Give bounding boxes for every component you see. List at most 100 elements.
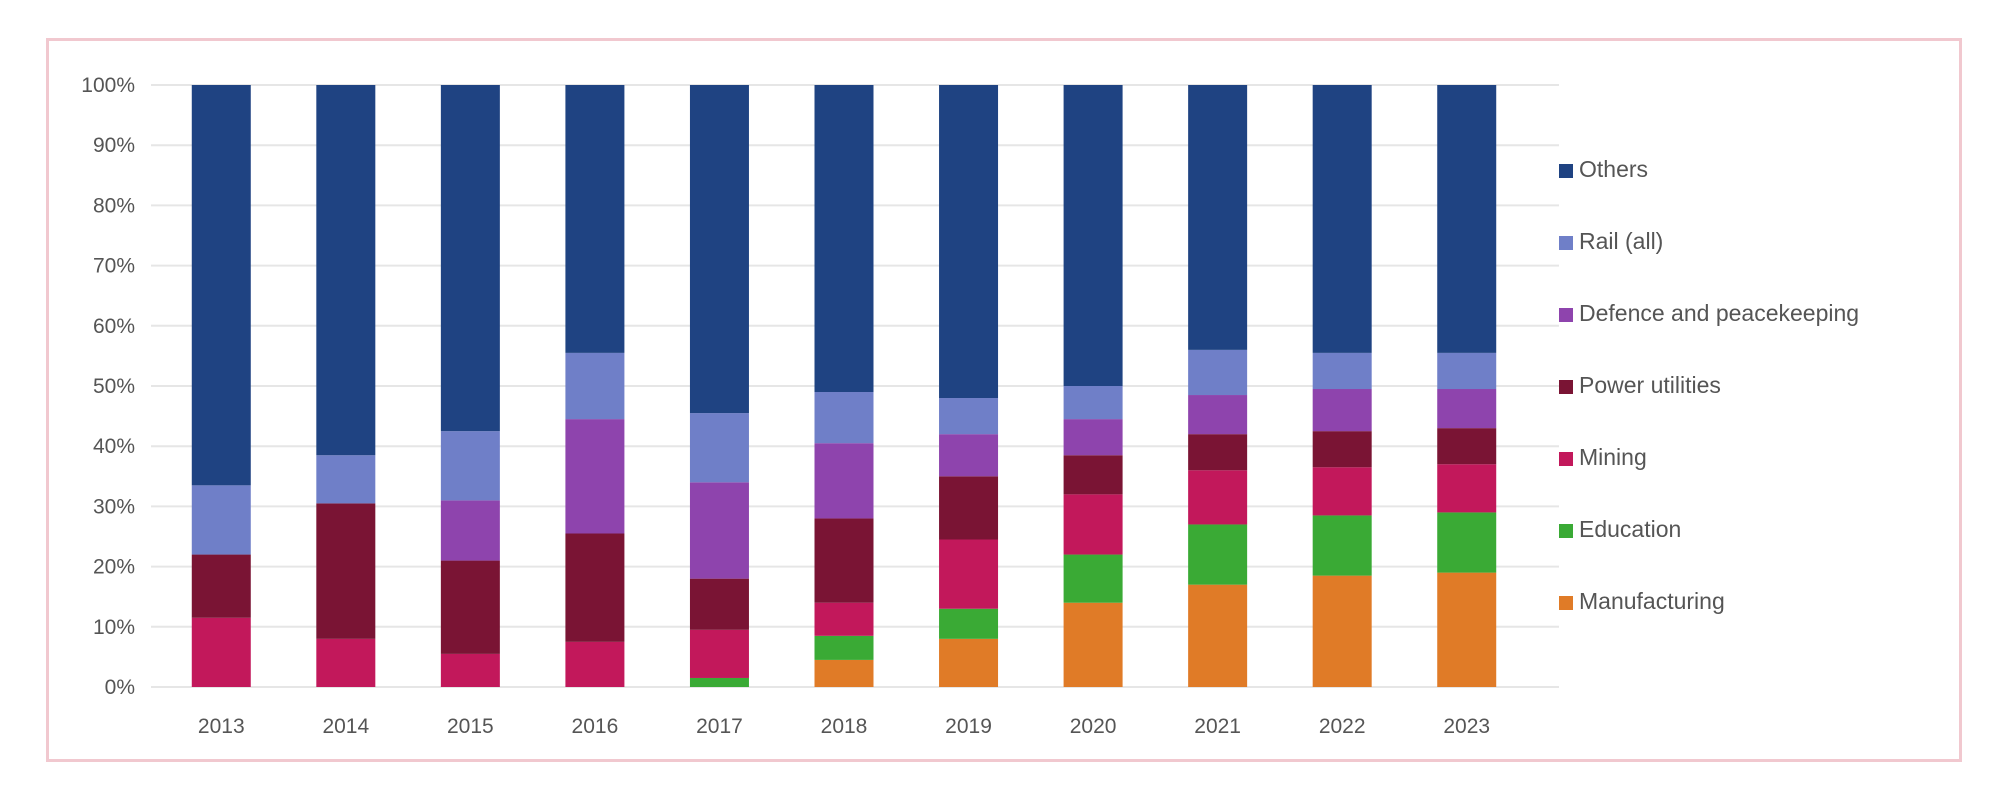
bar-segment-others-2016 <box>565 85 625 353</box>
bar-segment-education-2022 <box>1312 515 1372 576</box>
legend-label-power-utilities: Power utilities <box>1579 372 1721 398</box>
y-tick-label: 40% <box>93 435 135 458</box>
bar-segment-manufacturing-2021 <box>1188 584 1248 687</box>
y-tick-label: 100% <box>81 74 135 97</box>
bar-segment-education-2023 <box>1437 512 1497 573</box>
y-tick-label: 80% <box>93 194 135 217</box>
bar-segment-others-2019 <box>939 85 999 399</box>
bar-segment-power-utilities-2021 <box>1188 434 1248 471</box>
legend-swatch-mining <box>1559 452 1573 466</box>
bar-segment-rail-all-2016 <box>565 352 625 420</box>
bar-segment-mining-2023 <box>1437 464 1497 513</box>
bar-segment-defence-and-peacekeeping-2019 <box>939 434 999 477</box>
bar-segment-power-utilities-2015 <box>440 560 500 654</box>
legend-swatch-defence-and-peacekeeping <box>1559 308 1573 322</box>
bar-segment-manufacturing-2019 <box>939 638 999 687</box>
legend-swatch-manufacturing <box>1559 596 1573 610</box>
bar-segment-power-utilities-2019 <box>939 476 999 540</box>
bar-segment-defence-and-peacekeeping-2015 <box>440 500 500 561</box>
bar-segment-power-utilities-2014 <box>316 503 376 639</box>
bar-segment-rail-all-2021 <box>1188 349 1248 396</box>
bar-segment-mining-2021 <box>1188 470 1248 525</box>
x-tick-label: 2019 <box>945 715 992 738</box>
y-tick-label: 60% <box>93 315 135 338</box>
bar-segment-defence-and-peacekeeping-2023 <box>1437 389 1497 429</box>
stacked-bar-chart: 0% 10% 20% 30% 40% 50% 60% 70% 80% 90% 100% 2013 201… <box>81 74 1859 738</box>
x-tick-label: 2020 <box>1070 715 1117 738</box>
x-tick-label: 2016 <box>572 715 619 738</box>
bar-segment-rail-all-2019 <box>939 398 999 435</box>
bar-segment-education-2021 <box>1188 524 1248 585</box>
bar-segment-rail-all-2015 <box>440 431 500 501</box>
bar-segment-mining-2018 <box>814 602 874 636</box>
bar-segment-defence-and-peacekeeping-2021 <box>1188 395 1248 435</box>
y-tick-label: 70% <box>93 255 135 278</box>
chart-frame: 0% 10% 20% 30% 40% 50% 60% 70% 80% 90% 100% 2013 201… <box>46 38 1962 762</box>
bar-segment-manufacturing-2022 <box>1312 575 1372 687</box>
bar-segment-rail-all-2020 <box>1063 386 1123 420</box>
y-tick-label: 50% <box>93 375 135 398</box>
bar-segment-power-utilities-2017 <box>689 578 749 630</box>
bar-segment-others-2023 <box>1437 85 1497 353</box>
bar-segment-education-2019 <box>939 608 999 639</box>
bar-segment-power-utilities-2016 <box>565 533 625 642</box>
bar-segment-rail-all-2014 <box>316 455 376 504</box>
bar-segment-defence-and-peacekeeping-2018 <box>814 443 874 519</box>
bar-segment-manufacturing-2023 <box>1437 572 1497 687</box>
legend-label-defence-and-peacekeeping: Defence and peacekeeping <box>1579 300 1859 326</box>
x-tick-label: 2013 <box>198 715 245 738</box>
bar-segment-others-2013 <box>191 85 251 486</box>
bar-segment-power-utilities-2013 <box>191 554 251 618</box>
legend-label-manufacturing: Manufacturing <box>1579 588 1725 614</box>
legend-label-rail-all: Rail (all) <box>1579 228 1663 254</box>
bar-segment-mining-2019 <box>939 539 999 609</box>
bar-segment-mining-2013 <box>191 617 251 687</box>
y-tick-label: 30% <box>93 495 135 518</box>
bar-segment-others-2017 <box>689 85 749 414</box>
bar-segment-defence-and-peacekeeping-2016 <box>565 419 625 534</box>
bar-segment-mining-2016 <box>565 641 625 687</box>
bar-segment-rail-all-2013 <box>191 485 251 555</box>
legend-swatch-power-utilities <box>1559 380 1573 394</box>
x-tick-label: 2022 <box>1319 715 1366 738</box>
x-tick-label: 2017 <box>696 715 743 738</box>
bar-segment-rail-all-2018 <box>814 392 874 444</box>
bar-segment-defence-and-peacekeeping-2017 <box>689 482 749 579</box>
bar-segment-power-utilities-2023 <box>1437 428 1497 465</box>
bar-segment-mining-2015 <box>440 653 500 687</box>
bar-segment-power-utilities-2022 <box>1312 431 1372 468</box>
bar-segment-defence-and-peacekeeping-2022 <box>1312 389 1372 432</box>
bar-segment-mining-2017 <box>689 629 749 678</box>
bar-segment-rail-all-2017 <box>689 413 749 483</box>
legend-label-education: Education <box>1579 516 1681 542</box>
x-tick-label: 2015 <box>447 715 494 738</box>
x-tick-label: 2021 <box>1194 715 1241 738</box>
bar-segment-power-utilities-2020 <box>1063 455 1123 495</box>
bar-segment-others-2022 <box>1312 85 1372 353</box>
legend-swatch-others <box>1559 164 1573 178</box>
legend-label-others: Others <box>1579 156 1648 182</box>
bar-segment-education-2017 <box>689 677 749 687</box>
bar-segment-education-2018 <box>814 635 874 660</box>
x-tick-label: 2018 <box>821 715 868 738</box>
bar-segment-others-2021 <box>1188 85 1248 350</box>
bar-segment-rail-all-2022 <box>1312 352 1372 390</box>
y-tick-label: 20% <box>93 556 135 579</box>
y-tick-label: 90% <box>93 134 135 157</box>
bar-segment-power-utilities-2018 <box>814 518 874 603</box>
bar-segment-others-2018 <box>814 85 874 393</box>
legend-swatch-education <box>1559 524 1573 538</box>
legend-swatch-rail-all <box>1559 236 1573 250</box>
bar-segment-rail-all-2023 <box>1437 352 1497 390</box>
bar-segment-manufacturing-2020 <box>1063 602 1123 687</box>
y-tick-label: 0% <box>105 676 135 699</box>
bar-segment-mining-2014 <box>316 638 376 687</box>
bar-segment-others-2014 <box>316 85 376 456</box>
bar-segment-education-2020 <box>1063 554 1123 603</box>
x-tick-label: 2014 <box>322 715 369 738</box>
y-tick-label: 10% <box>93 616 135 639</box>
bar-segment-others-2015 <box>440 85 500 432</box>
bar-segment-mining-2022 <box>1312 467 1372 516</box>
bar-segment-mining-2020 <box>1063 494 1123 555</box>
bar-segment-others-2020 <box>1063 85 1123 386</box>
